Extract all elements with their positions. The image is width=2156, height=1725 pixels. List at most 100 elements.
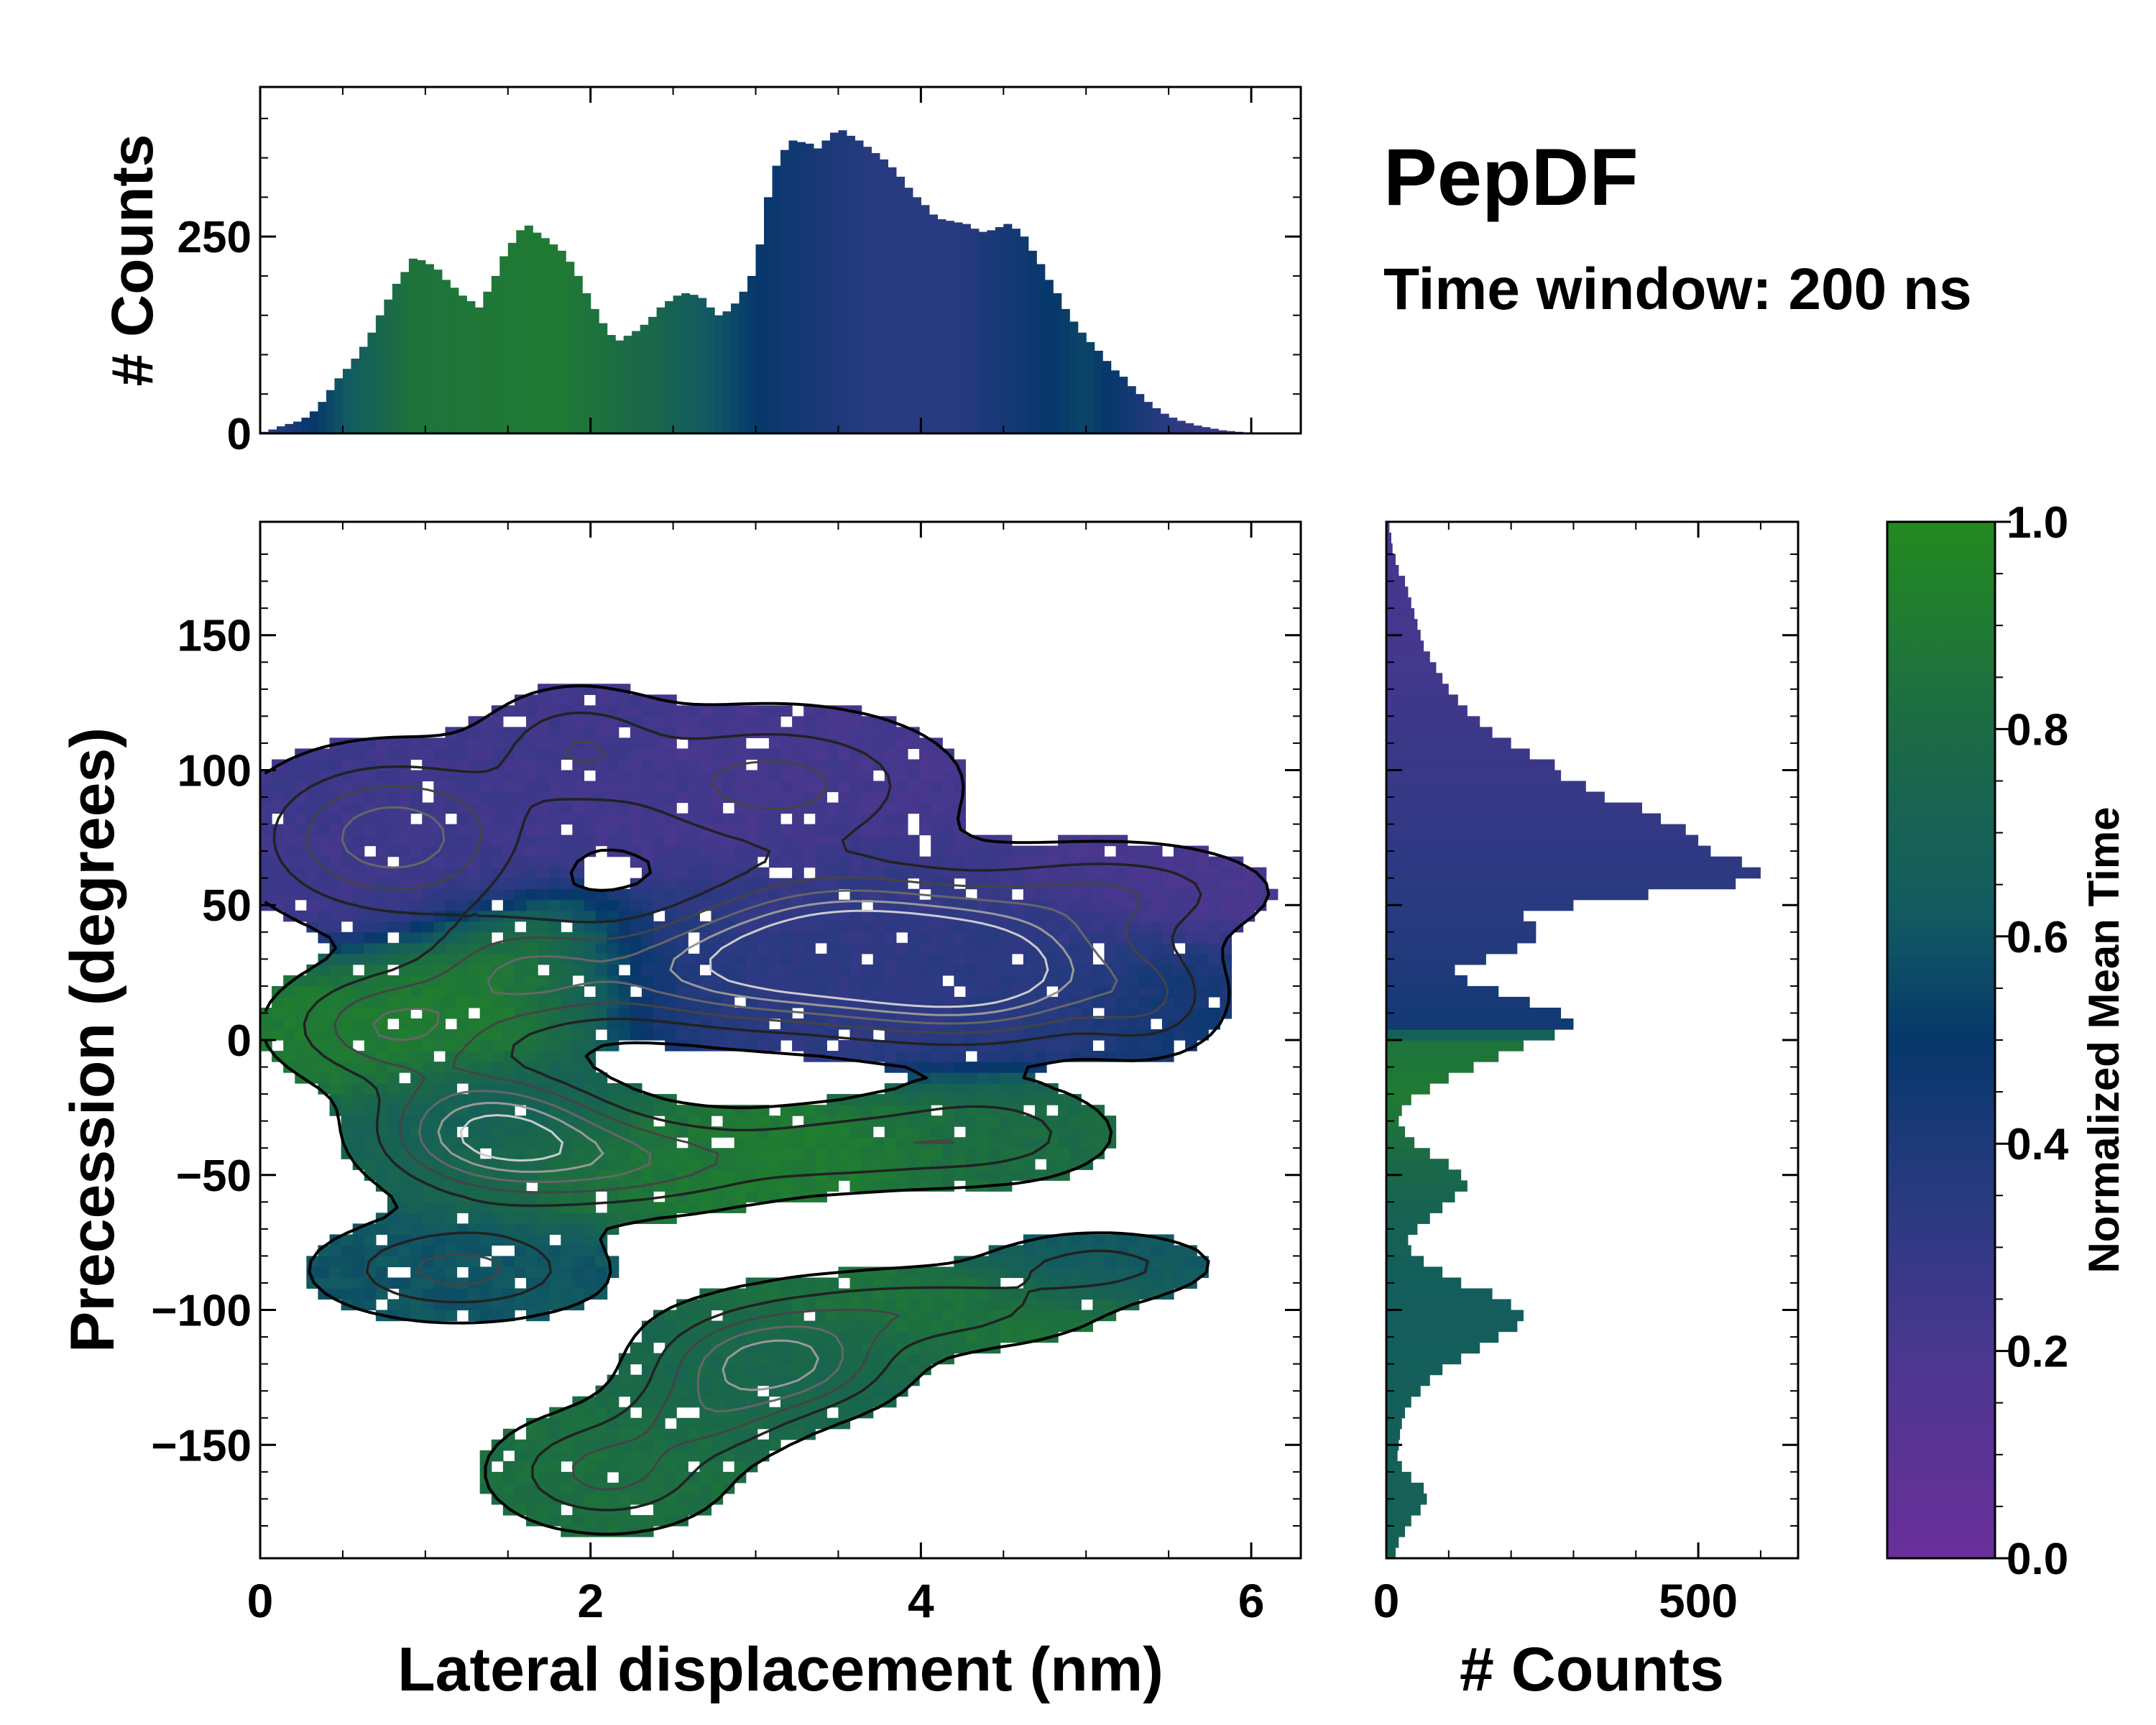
heatmap-cell	[584, 813, 596, 825]
heatmap-cell	[895, 802, 908, 814]
heatmap-cell	[341, 910, 354, 922]
right-histogram-bar	[1386, 1180, 1468, 1192]
heatmap-cell	[561, 1417, 573, 1430]
heatmap-cell	[757, 1374, 770, 1386]
heatmap-cell	[907, 1159, 920, 1170]
heatmap-cell	[815, 867, 827, 879]
heatmap-cell	[965, 1083, 978, 1095]
heatmap-cell	[607, 921, 619, 933]
heatmap-cell	[479, 1105, 492, 1116]
heatmap-cell	[538, 694, 550, 706]
heatmap-cell	[711, 1396, 724, 1408]
heatmap-cell	[931, 996, 943, 1008]
heatmap-cell	[641, 1460, 654, 1473]
heatmap-cell	[1046, 1094, 1059, 1105]
heatmap-cell	[561, 975, 573, 987]
top-histogram-bar	[450, 288, 459, 433]
heatmap-cell	[352, 985, 365, 998]
heatmap-cell	[422, 1126, 434, 1138]
heatmap-cell	[641, 1191, 654, 1202]
heatmap-cell	[757, 791, 770, 804]
top-histogram-bar	[862, 147, 872, 433]
heatmap-cell	[884, 942, 897, 954]
heatmap-cell	[699, 1202, 712, 1213]
heatmap-cell	[803, 1363, 816, 1376]
right-histogram-bar	[1386, 1514, 1411, 1527]
heatmap-cell	[734, 748, 747, 760]
heatmap-cell	[965, 1029, 978, 1041]
heatmap-cell	[561, 1277, 573, 1289]
heatmap-cell	[630, 1417, 642, 1430]
heatmap-cell	[1034, 867, 1047, 879]
heatmap-cell	[977, 1299, 990, 1311]
heatmap-cell	[526, 1504, 538, 1516]
heatmap-cell	[780, 748, 793, 760]
heatmap-cell	[468, 824, 481, 836]
heatmap-cell	[433, 856, 446, 868]
heatmap-cell	[352, 1148, 365, 1159]
right-histogram-bar	[1386, 554, 1396, 566]
heatmap-cell	[954, 975, 967, 987]
heatmap-cell	[768, 781, 781, 793]
heatmap-cell	[1000, 1320, 1013, 1333]
heatmap-cell	[722, 1126, 735, 1138]
heatmap-cell	[318, 964, 331, 976]
heatmap-cell	[387, 953, 400, 965]
heatmap-cell	[884, 1331, 897, 1343]
heatmap-cell	[1174, 899, 1186, 911]
heatmap-cell	[745, 1331, 758, 1343]
heatmap-cell	[549, 1460, 561, 1473]
heatmap-cell	[768, 1353, 781, 1365]
heatmap-cell	[375, 759, 388, 771]
heatmap-cell	[514, 791, 527, 804]
heatmap-cell	[676, 834, 688, 847]
heatmap-cell	[549, 1482, 561, 1494]
heatmap-cell	[884, 759, 897, 771]
heatmap-cell	[1138, 964, 1151, 976]
heatmap-cell	[526, 1159, 538, 1170]
heatmap-cell	[745, 1374, 758, 1386]
heatmap-cell	[954, 1072, 967, 1084]
heatmap-cell	[653, 975, 665, 987]
top-histogram-bar	[1086, 341, 1095, 433]
heatmap-cell	[849, 1007, 862, 1019]
top-histogram-bar	[829, 132, 839, 434]
heatmap-cell	[538, 888, 550, 901]
right-histogram-bar	[1386, 910, 1524, 922]
heatmap-cell	[445, 1126, 458, 1138]
heatmap-cell	[745, 1320, 758, 1333]
heatmap-cell	[803, 1374, 816, 1386]
heatmap-cell	[988, 1331, 1001, 1343]
heatmap-cell	[988, 845, 1001, 857]
heatmap-cell	[815, 1180, 827, 1192]
heatmap-cell	[665, 1007, 677, 1019]
heatmap-cell	[387, 748, 400, 760]
heatmap-cell	[341, 1234, 354, 1246]
heatmap-cell	[699, 748, 712, 760]
heatmap-cell	[584, 910, 596, 922]
heatmap-cell	[1069, 867, 1082, 879]
heatmap-cell	[410, 1245, 423, 1257]
heatmap-cell	[1174, 878, 1186, 890]
main-ytick-label: −100	[151, 1287, 252, 1336]
heatmap-cell	[1058, 1256, 1070, 1268]
heatmap-cell	[1081, 1040, 1093, 1052]
heatmap-cell	[1081, 899, 1093, 911]
heatmap-cell	[538, 1428, 550, 1440]
right-histogram-bar	[1386, 1482, 1424, 1494]
top-histogram-bar	[474, 307, 484, 433]
heatmap-cell	[502, 1180, 515, 1192]
top-histogram-bar	[780, 150, 790, 433]
heatmap-cell	[641, 845, 654, 857]
heatmap-cell	[1092, 1234, 1105, 1246]
heatmap-cell	[572, 1277, 585, 1289]
heatmap-cell	[572, 1191, 585, 1202]
heatmap-cell	[745, 824, 758, 836]
heatmap-cell	[711, 748, 724, 760]
heatmap-cell	[1220, 867, 1233, 879]
heatmap-cell	[445, 1040, 458, 1052]
top-histogram-bar	[945, 221, 954, 433]
heatmap-cell	[815, 1105, 827, 1116]
heatmap-cell	[1138, 1018, 1151, 1030]
heatmap-cell	[653, 716, 665, 727]
